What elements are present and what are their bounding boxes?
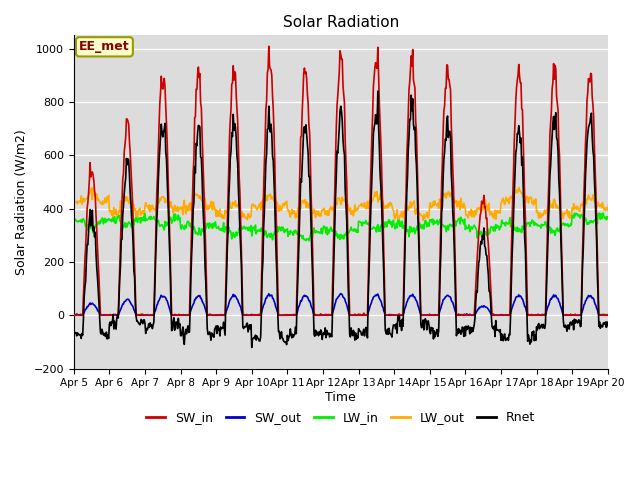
Rnet — [241, 324, 249, 330]
Rnet — [248, 345, 255, 350]
LW_out — [291, 211, 299, 217]
Rnet — [292, 324, 300, 330]
LW_in — [291, 230, 299, 236]
LW_out — [241, 215, 249, 221]
Rnet — [270, 178, 278, 184]
SW_out — [418, 312, 426, 318]
SW_out — [241, 312, 249, 318]
LW_out — [639, 205, 640, 211]
Rnet — [451, 245, 458, 251]
LW_in — [70, 220, 77, 226]
LW_out — [70, 201, 77, 206]
SW_out — [450, 302, 458, 308]
LW_in — [302, 238, 310, 243]
SW_in — [639, 311, 640, 317]
LW_out — [137, 213, 145, 218]
LW_out — [515, 185, 523, 191]
SW_out — [291, 312, 299, 318]
SW_in — [265, 43, 273, 49]
Rnet — [639, 323, 640, 328]
LW_in — [418, 226, 426, 231]
SW_out — [137, 312, 145, 318]
SW_out — [269, 296, 277, 301]
Text: EE_met: EE_met — [79, 40, 130, 53]
LW_in — [269, 232, 277, 238]
LW_out — [269, 197, 277, 203]
X-axis label: Time: Time — [325, 391, 356, 404]
Line: LW_in: LW_in — [74, 213, 640, 240]
Legend: SW_in, SW_out, LW_in, LW_out, Rnet: SW_in, SW_out, LW_in, LW_out, Rnet — [141, 406, 540, 429]
LW_out — [417, 213, 425, 218]
Rnet — [137, 320, 145, 326]
SW_out — [337, 291, 344, 297]
LW_out — [419, 217, 427, 223]
Rnet — [374, 88, 381, 94]
Y-axis label: Solar Radiation (W/m2): Solar Radiation (W/m2) — [15, 129, 28, 275]
Line: Rnet: Rnet — [74, 91, 640, 348]
Rnet — [419, 322, 426, 328]
Rnet — [70, 332, 77, 337]
SW_in — [270, 129, 278, 135]
SW_out — [70, 312, 77, 318]
Line: SW_out: SW_out — [74, 294, 640, 315]
LW_in — [450, 222, 458, 228]
LW_in — [596, 210, 604, 216]
Line: SW_in: SW_in — [74, 46, 640, 315]
SW_in — [292, 312, 300, 318]
SW_in — [137, 312, 145, 318]
Line: LW_out: LW_out — [74, 188, 640, 220]
SW_out — [639, 312, 640, 317]
Title: Solar Radiation: Solar Radiation — [283, 15, 399, 30]
LW_in — [137, 220, 145, 226]
SW_in — [70, 312, 77, 318]
LW_out — [450, 195, 458, 201]
LW_in — [241, 226, 249, 231]
SW_in — [450, 184, 458, 190]
SW_in — [241, 312, 249, 318]
LW_in — [639, 216, 640, 221]
SW_in — [418, 312, 426, 318]
